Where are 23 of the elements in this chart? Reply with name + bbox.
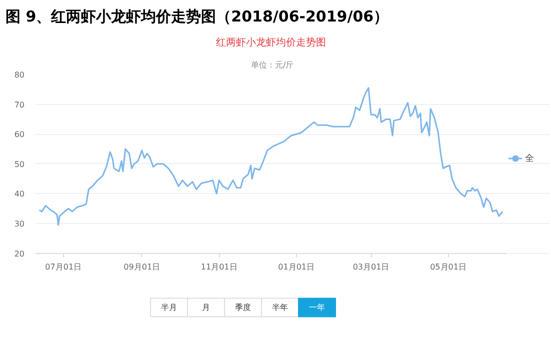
x-tick-label: 03月01日 (352, 262, 390, 272)
y-tick-label: 60 (14, 130, 25, 140)
line-series (38, 87, 504, 226)
y-tick-label: 20 (14, 249, 25, 258)
x-tick-label: 05月01日 (430, 262, 466, 272)
legend-label: 全 (525, 152, 535, 164)
y-tick-label: 70 (14, 100, 25, 110)
x-tick-label: 07月01日 (45, 262, 82, 272)
text: 一年 (309, 302, 325, 312)
x-tick-label: 09月01日 (124, 262, 160, 272)
text: 半月 (161, 302, 177, 312)
y-tick-label: 80 (14, 70, 25, 80)
chart-subtitle: 红两虾小龙虾均价走势图 (216, 36, 326, 48)
text: 季度 (235, 302, 251, 312)
text: 半年 (272, 302, 288, 312)
y-tick-label: 30 (14, 220, 25, 229)
y-tick-label: 50 (14, 160, 25, 169)
text: 单位：元/斤 (251, 60, 294, 70)
x-tick-label: 01月01日 (278, 262, 314, 272)
y-tick-label: 40 (14, 190, 25, 199)
text: 月 (202, 302, 210, 312)
chart-title: 图 9、红两虾小龙虾均价走势图（2018/06-2019/06） (6, 8, 389, 26)
x-tick-label: 11月01日 (200, 262, 238, 272)
